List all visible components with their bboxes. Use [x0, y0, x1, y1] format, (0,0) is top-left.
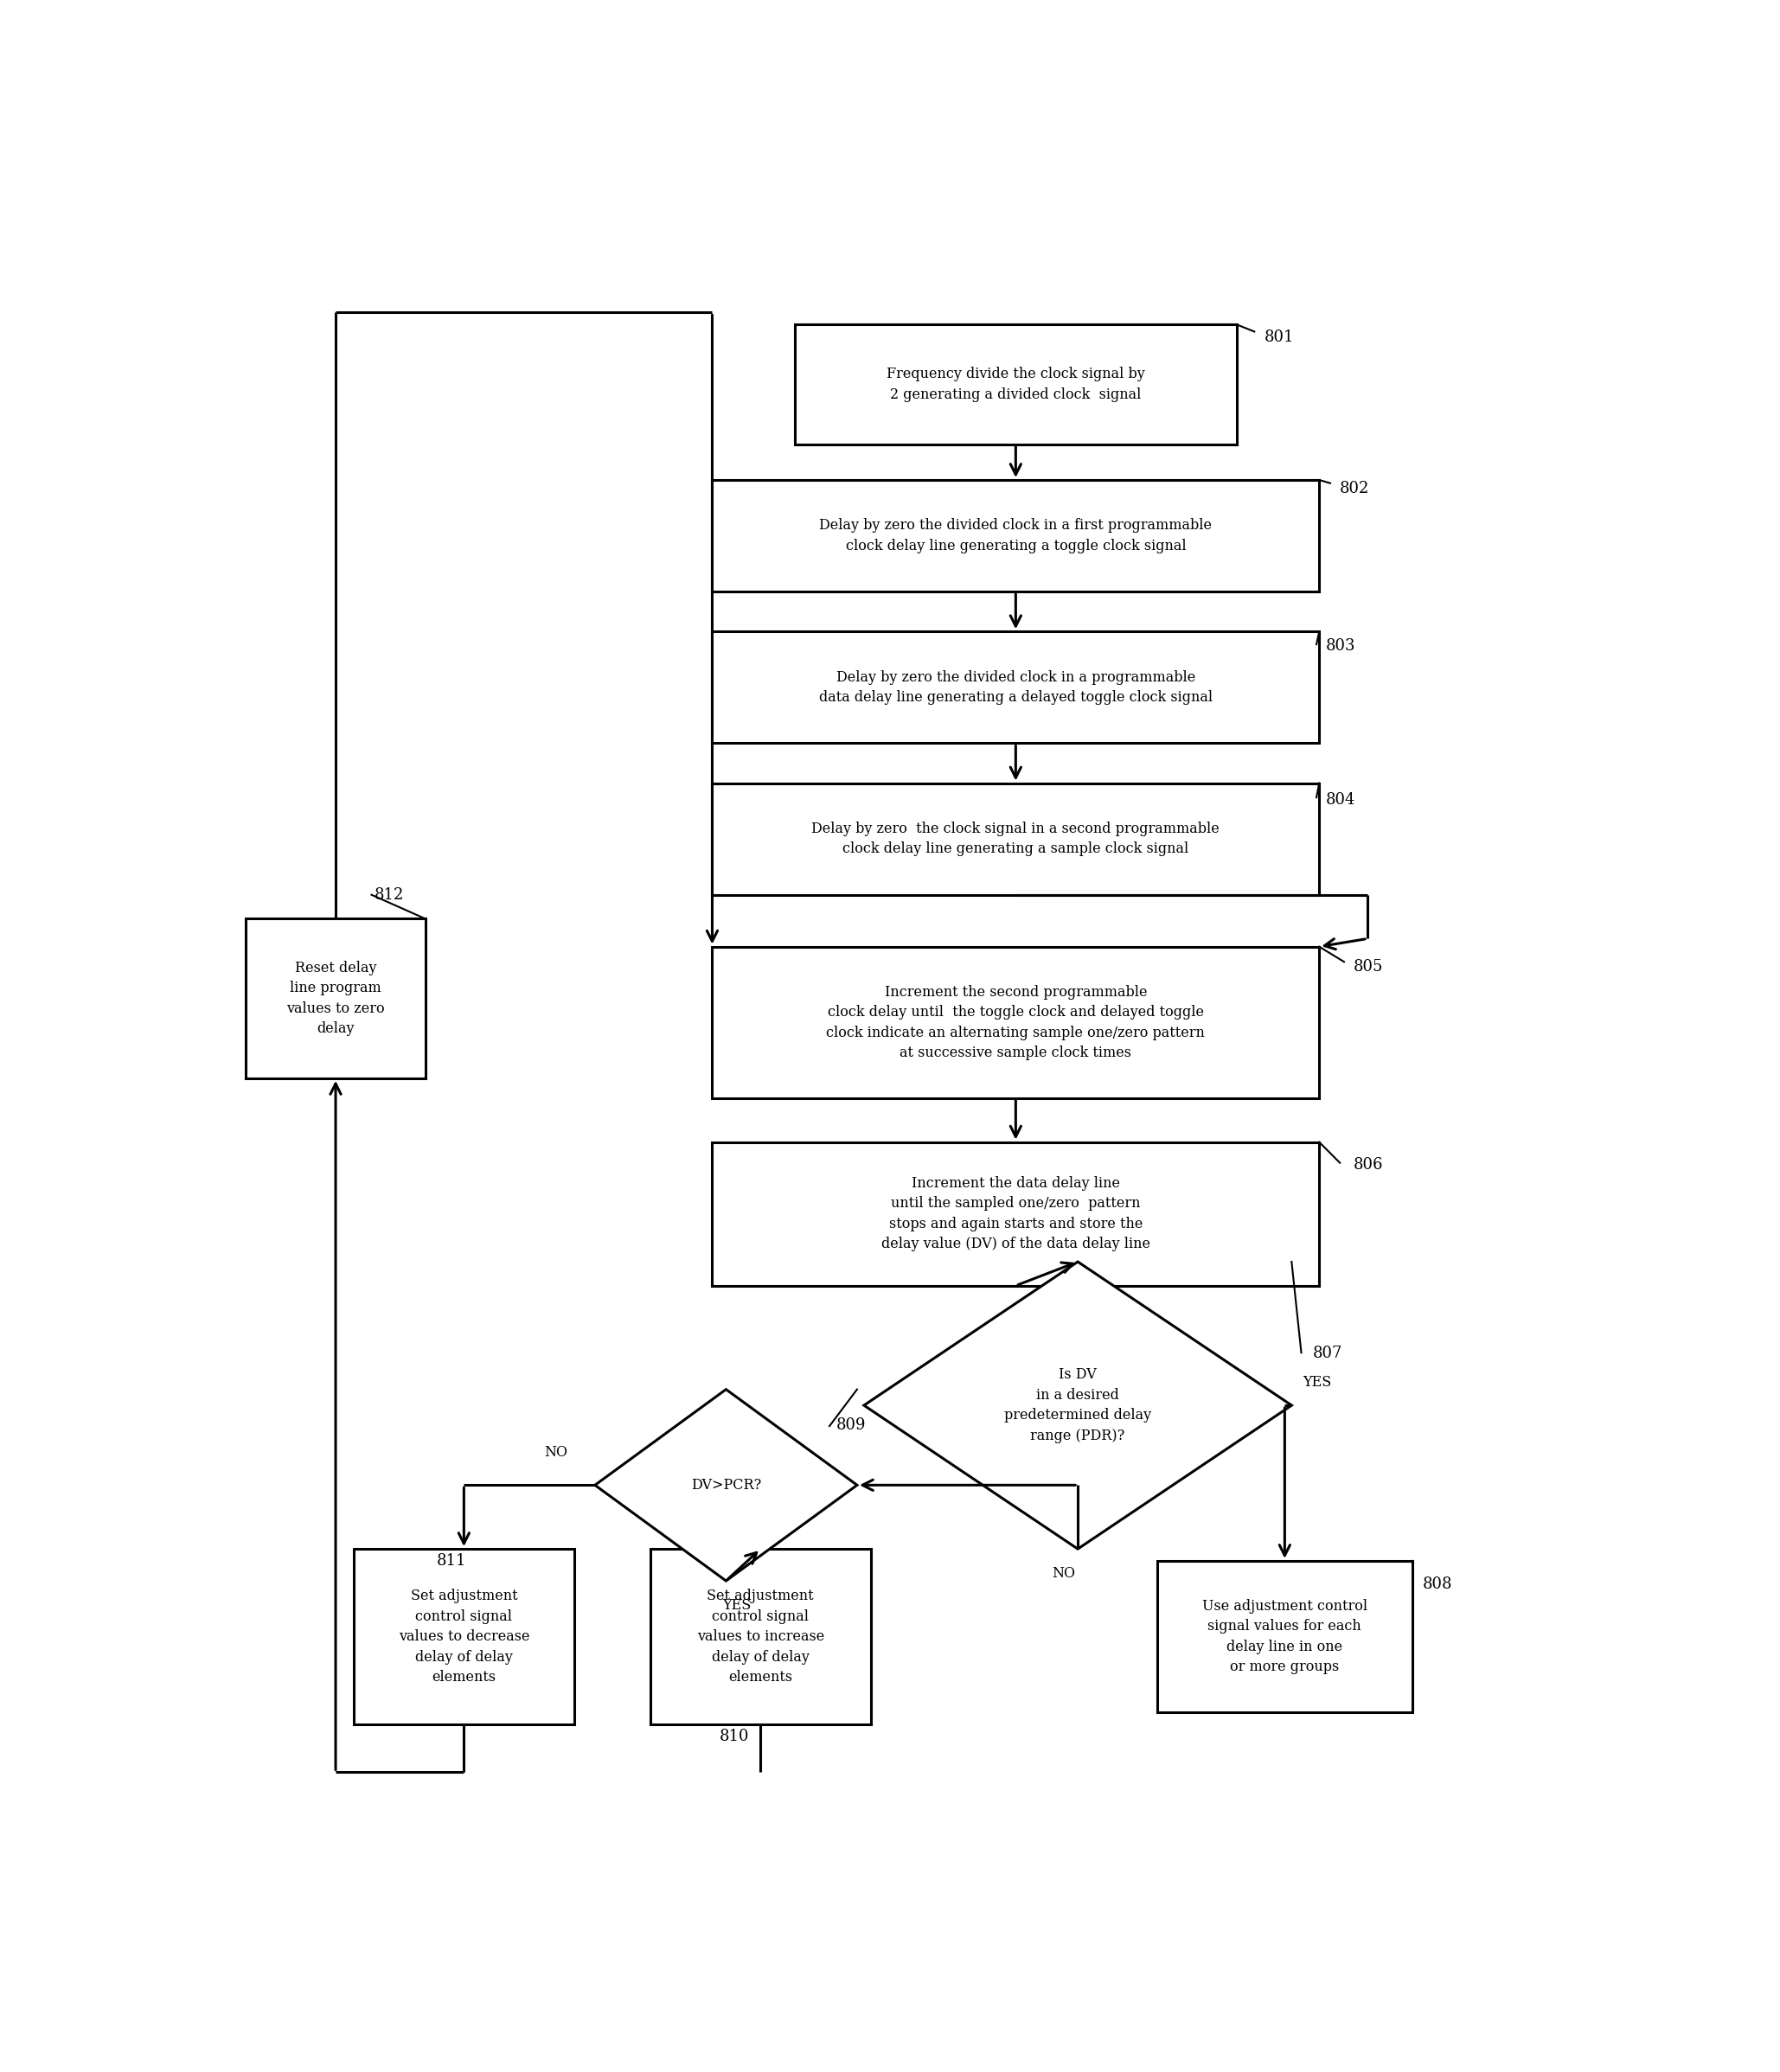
- Text: 808: 808: [1422, 1577, 1452, 1591]
- Text: 810: 810: [719, 1728, 749, 1745]
- Text: Delay by zero  the clock signal in a second programmable
clock delay line genera: Delay by zero the clock signal in a seco…: [812, 821, 1219, 856]
- Text: Is DV
in a desired
predetermined delay
range (PDR)?: Is DV in a desired predetermined delay r…: [1004, 1368, 1152, 1444]
- Text: NO: NO: [1052, 1566, 1075, 1581]
- Text: Set adjustment
control signal
values to increase
delay of delay
elements: Set adjustment control signal values to …: [696, 1589, 824, 1685]
- Text: NO: NO: [545, 1444, 568, 1461]
- Bar: [796, 325, 1237, 443]
- Polygon shape: [863, 1262, 1292, 1550]
- Text: Use adjustment control
signal values for each
delay line in one
or more groups: Use adjustment control signal values for…: [1202, 1600, 1367, 1674]
- Text: 804: 804: [1326, 792, 1356, 808]
- Text: 803: 803: [1326, 638, 1356, 655]
- Text: 812: 812: [374, 887, 404, 903]
- Text: 806: 806: [1353, 1156, 1383, 1173]
- Text: DV>PCR?: DV>PCR?: [691, 1477, 762, 1492]
- Text: Set adjustment
control signal
values to decrease
delay of delay
elements: Set adjustment control signal values to …: [399, 1589, 529, 1685]
- Bar: [650, 1550, 870, 1724]
- Text: 809: 809: [837, 1417, 867, 1432]
- Text: 805: 805: [1353, 959, 1383, 974]
- Bar: [354, 1550, 575, 1724]
- Text: Increment the second programmable
clock delay until  the toggle clock and delaye: Increment the second programmable clock …: [826, 984, 1205, 1061]
- Bar: [712, 481, 1319, 593]
- Text: 811: 811: [436, 1552, 466, 1569]
- Text: Frequency divide the clock signal by
2 generating a divided clock  signal: Frequency divide the clock signal by 2 g…: [886, 367, 1145, 402]
- Bar: [246, 918, 425, 1077]
- Text: Delay by zero the divided clock in a programmable
data delay line generating a d: Delay by zero the divided clock in a pro…: [819, 669, 1212, 704]
- Text: 807: 807: [1312, 1345, 1342, 1361]
- Bar: [712, 632, 1319, 744]
- Polygon shape: [595, 1390, 858, 1581]
- Text: Delay by zero the divided clock in a first programmable
clock delay line generat: Delay by zero the divided clock in a fir…: [819, 518, 1212, 553]
- Bar: [712, 947, 1319, 1098]
- Text: YES: YES: [723, 1598, 751, 1612]
- Text: 802: 802: [1340, 481, 1369, 495]
- Bar: [712, 783, 1319, 895]
- Bar: [1157, 1560, 1412, 1711]
- Text: YES: YES: [1303, 1376, 1331, 1390]
- Text: Reset delay
line program
values to zero
delay: Reset delay line program values to zero …: [287, 961, 384, 1036]
- Text: Increment the data delay line
until the sampled one/zero  pattern
stops and agai: Increment the data delay line until the …: [881, 1177, 1150, 1251]
- Text: 801: 801: [1264, 329, 1294, 344]
- Bar: [712, 1142, 1319, 1285]
